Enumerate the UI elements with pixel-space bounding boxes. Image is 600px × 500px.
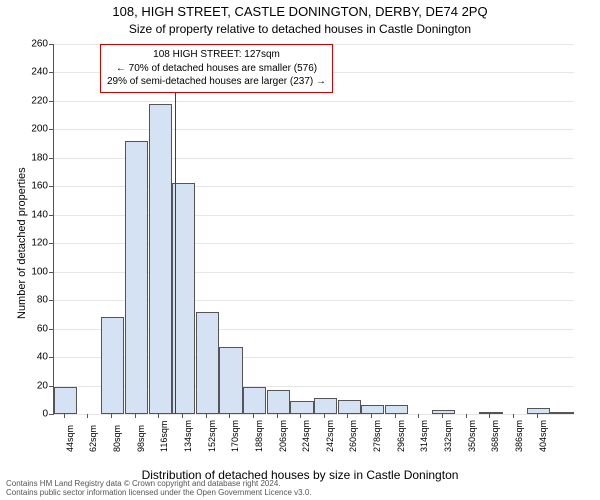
plot-area: [53, 44, 574, 415]
license-text: Contains HM Land Registry data © Crown c…: [6, 479, 312, 498]
subtitle: Size of property relative to detached ho…: [0, 22, 600, 36]
y-tick-label: 60: [8, 323, 48, 334]
x-tick-label: 134sqm: [183, 420, 193, 452]
y-tick-label: 240: [8, 67, 48, 78]
x-tick-label: 404sqm: [538, 420, 548, 452]
y-tick-label: 180: [8, 152, 48, 163]
y-tick-label: 0: [8, 409, 48, 420]
y-tick-label: 80: [8, 295, 48, 306]
address-title: 108, HIGH STREET, CASTLE DONINGTON, DERB…: [0, 4, 600, 19]
x-tick-label: 242sqm: [325, 420, 335, 452]
x-tick-label: 170sqm: [230, 420, 240, 452]
x-tick-label: 116sqm: [159, 421, 169, 452]
histogram-bar: [385, 405, 408, 414]
marker-line: [175, 44, 176, 414]
license-line2: Contains public sector information licen…: [6, 488, 312, 498]
x-tick-label: 368sqm: [490, 420, 500, 452]
histogram-bar: [527, 408, 550, 414]
annotation-box: 108 HIGH STREET: 127sqm← 70% of detached…: [100, 44, 333, 93]
x-tick-label: 260sqm: [348, 420, 358, 452]
license-line1: Contains HM Land Registry data © Crown c…: [6, 479, 312, 489]
x-tick-label: 62sqm: [88, 425, 98, 452]
x-tick-label: 314sqm: [419, 420, 429, 452]
x-tick-label: 296sqm: [396, 420, 406, 452]
histogram-bar: [338, 400, 361, 414]
x-tick-label: 278sqm: [372, 420, 382, 452]
histogram-bar: [101, 317, 124, 414]
y-tick-label: 260: [8, 39, 48, 50]
x-tick-label: 332sqm: [443, 420, 453, 452]
annotation-line: 108 HIGH STREET: 127sqm: [107, 48, 326, 62]
histogram-bar: [314, 398, 337, 414]
histogram-bar: [550, 412, 573, 414]
histogram-bar: [479, 412, 502, 414]
chart-container: 108, HIGH STREET, CASTLE DONINGTON, DERB…: [0, 0, 600, 500]
annotation-line: ← 70% of detached houses are smaller (57…: [107, 62, 326, 76]
y-tick-label: 20: [8, 380, 48, 391]
x-tick-label: 188sqm: [254, 420, 264, 452]
histogram-bar: [149, 104, 172, 414]
x-tick-label: 152sqm: [207, 420, 217, 452]
histogram-bar: [432, 410, 455, 414]
histogram-bar: [243, 387, 266, 414]
x-tick-label: 98sqm: [136, 425, 146, 452]
y-tick-label: 160: [8, 181, 48, 192]
x-tick-label: 350sqm: [467, 420, 477, 452]
y-tick-label: 120: [8, 238, 48, 249]
histogram-bar: [54, 387, 77, 414]
histogram-bar: [361, 405, 384, 414]
x-tick-label: 206sqm: [278, 420, 288, 452]
histogram-bar: [290, 401, 313, 414]
histogram-bar: [219, 347, 242, 414]
y-tick-label: 40: [8, 352, 48, 363]
x-tick-label: 44sqm: [65, 425, 75, 452]
x-tick-label: 224sqm: [301, 420, 311, 452]
x-tick-label: 80sqm: [112, 425, 122, 452]
y-tick-label: 220: [8, 95, 48, 106]
histogram-bar: [125, 141, 148, 414]
annotation-line: 29% of semi-detached houses are larger (…: [107, 75, 326, 89]
y-tick-label: 200: [8, 124, 48, 135]
x-tick-label: 386sqm: [514, 420, 524, 452]
y-tick-label: 100: [8, 266, 48, 277]
histogram-bar: [267, 390, 290, 414]
y-tick-label: 140: [8, 209, 48, 220]
histogram-bar: [196, 312, 219, 414]
